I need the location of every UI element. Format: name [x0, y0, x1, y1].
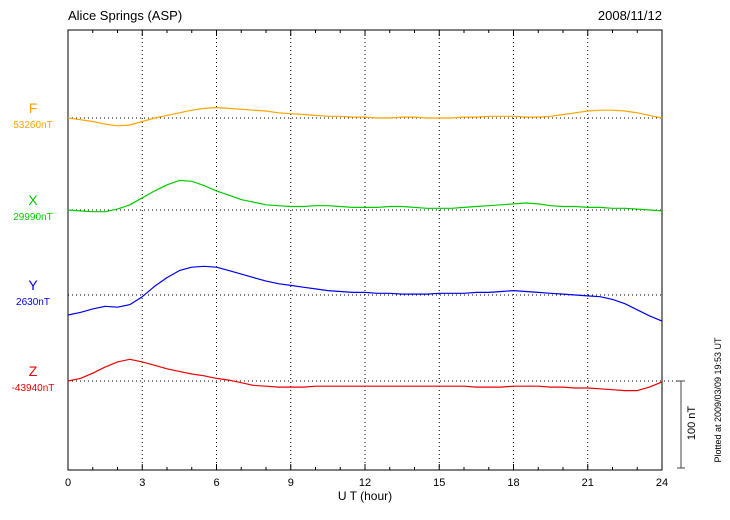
x-tick-labels: 0 3 6 9 12 15 18 21 24 — [65, 477, 668, 489]
series-letter-z: Z — [28, 363, 38, 379]
series-letter-y: Y — [28, 277, 38, 293]
series-baseline-value-x: 29990nT — [13, 212, 53, 223]
scale-bar — [677, 380, 685, 469]
series-label-f: F 53260nT — [2, 101, 64, 131]
svg-text:0: 0 — [65, 477, 71, 489]
svg-text:12: 12 — [359, 477, 371, 489]
chart-title: Alice Springs (ASP) — [68, 8, 183, 23]
axis-ticks — [92, 30, 638, 470]
svg-text:15: 15 — [433, 477, 445, 489]
series-label-x: X 29990nT — [2, 193, 64, 223]
series-baseline-value-y: 2630nT — [16, 297, 50, 308]
svg-text:3: 3 — [139, 477, 145, 489]
chart-date: 2008/11/12 — [597, 8, 662, 23]
svg-text:9: 9 — [288, 477, 294, 489]
trace-y — [67, 265, 663, 322]
x-axis-label: U T (hour) — [337, 489, 393, 503]
baselines — [68, 117, 685, 382]
trace-z — [67, 358, 663, 392]
svg-text:21: 21 — [582, 477, 594, 489]
series-letter-x: X — [28, 192, 38, 208]
series-label-z: Z -43940nT — [2, 364, 64, 394]
series-label-y: Y 2630nT — [2, 278, 64, 308]
svg-text:6: 6 — [213, 477, 219, 489]
trace-x — [67, 179, 663, 213]
series-baseline-value-z: -43940nT — [11, 383, 55, 394]
traces — [67, 106, 663, 392]
scale-bar-label: 100 nT — [686, 405, 698, 441]
plot-border — [67, 29, 663, 471]
series-letter-f: F — [28, 100, 38, 116]
gridlines — [141, 30, 589, 470]
svg-text:18: 18 — [507, 477, 519, 489]
svg-text:24: 24 — [656, 477, 668, 489]
trace-f — [67, 106, 663, 127]
series-baseline-value-f: 53260nT — [13, 120, 53, 131]
plotted-at-note: Plotted at 2009/03/09 19:53 UT — [713, 337, 723, 463]
